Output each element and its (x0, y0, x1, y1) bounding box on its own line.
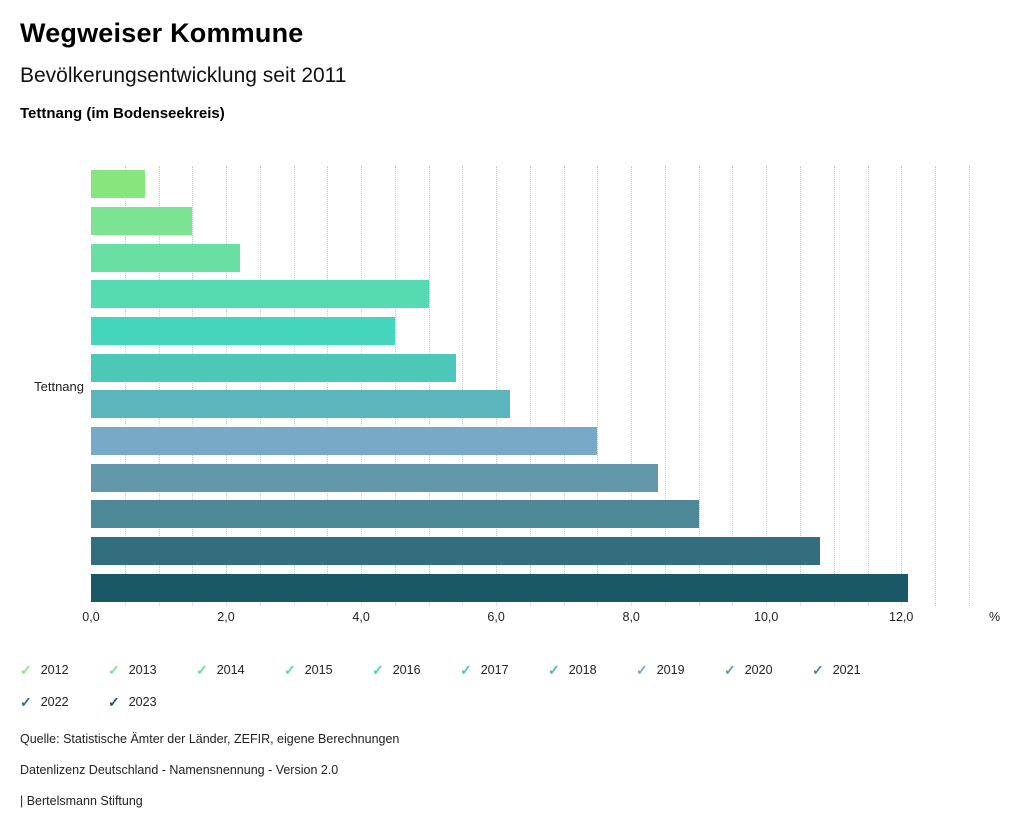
gridline (428, 166, 430, 606)
legend-item-2018[interactable]: ✓ 2018 (548, 654, 636, 686)
legend-item-2012[interactable]: ✓ 2012 (20, 654, 108, 686)
gridline (732, 166, 734, 606)
legend-label: 2017 (480, 663, 509, 677)
gridline (867, 166, 869, 606)
legend-item-2015[interactable]: ✓ 2015 (284, 654, 372, 686)
gridline (226, 166, 227, 606)
bar-2017[interactable] (91, 353, 456, 382)
legend-item-2023[interactable]: ✓ 2023 (108, 686, 196, 718)
gridline (124, 166, 126, 606)
bar-2021[interactable] (91, 500, 699, 529)
legend-item-2013[interactable]: ✓ 2013 (108, 654, 196, 686)
legend-item-2019[interactable]: ✓ 2019 (636, 654, 724, 686)
legend-label: 2014 (216, 663, 245, 677)
x-tick-label: 4,0 (352, 610, 370, 624)
gridline (799, 166, 801, 606)
x-tick-label: 2,0 (217, 610, 235, 624)
check-icon: ✓ (20, 662, 32, 678)
bar-2022[interactable] (91, 537, 821, 565)
footer-license: Datenlizenz Deutschland - Namensnennung … (20, 763, 339, 777)
gridline (293, 166, 295, 606)
chart-subtitle: Bevölkerungsentwicklung seit 2011 (20, 64, 347, 87)
gridline (327, 166, 329, 606)
legend-item-2022[interactable]: ✓ 2022 (20, 686, 108, 718)
gridline (698, 166, 700, 606)
gridline (664, 166, 666, 606)
check-icon: ✓ (812, 662, 824, 678)
check-icon: ✓ (20, 694, 32, 710)
bar-2014[interactable] (91, 243, 240, 272)
x-axis-unit-label: % (989, 610, 1001, 624)
legend-label: 2020 (744, 663, 773, 677)
x-tick-label: 6,0 (487, 610, 505, 624)
legend-label: 2019 (656, 663, 685, 677)
bar-2013[interactable] (91, 207, 193, 235)
plot-area (91, 166, 989, 606)
x-tick-label: 8,0 (622, 610, 640, 624)
gridline (597, 166, 599, 606)
gridline (192, 166, 194, 606)
gridline (766, 166, 768, 606)
bar-2016[interactable] (91, 317, 395, 345)
legend-label: 2023 (128, 695, 157, 709)
x-tick-label: 0,0 (82, 610, 100, 624)
gridline (901, 166, 903, 606)
legend-item-2016[interactable]: ✓ 2016 (372, 654, 460, 686)
x-tick-label: 12,0 (889, 610, 914, 624)
legend-label: 2012 (40, 663, 69, 677)
legend-label: 2016 (392, 663, 421, 677)
gridline (968, 166, 970, 606)
check-icon: ✓ (108, 662, 120, 678)
page-title: Wegweiser Kommune (20, 18, 304, 48)
bar-2018[interactable] (91, 390, 510, 419)
check-icon: ✓ (460, 662, 472, 678)
gridline (361, 166, 363, 606)
gridline (529, 166, 531, 606)
gridline (158, 166, 160, 606)
bar-2019[interactable] (91, 427, 598, 455)
x-axis: 0,0 2,0 4,0 6,0 8,0 10,0 12,0% (82, 610, 1021, 628)
gridline (496, 166, 498, 606)
legend-item-2020[interactable]: ✓ 2020 (724, 654, 812, 686)
footer-source: Quelle: Statistische Ämter der Länder, Z… (20, 732, 400, 746)
legend: ✓ 2012 ✓ 2013 ✓ 2014 ✓ 2015 ✓ 2016 ✓ 2017 ✓ 2018 ✓ 2019… (20, 654, 940, 718)
bar-2023[interactable] (91, 573, 908, 602)
legend-item-2017[interactable]: ✓ 2017 (460, 654, 548, 686)
legend-label: 2015 (304, 663, 333, 677)
y-axis-category-label: Tettnang (34, 378, 84, 394)
bar-2012[interactable] (91, 170, 145, 199)
gridline (462, 166, 464, 606)
legend-label: 2021 (832, 663, 861, 677)
bar-2020[interactable] (91, 463, 659, 492)
gridline (259, 166, 261, 606)
gridline (394, 166, 396, 606)
gridline (563, 166, 565, 606)
legend-label: 2013 (128, 663, 157, 677)
gridline (631, 166, 633, 606)
check-icon: ✓ (636, 662, 648, 678)
bar-2015[interactable] (91, 280, 429, 309)
legend-item-2021[interactable]: ✓ 2021 (812, 654, 900, 686)
legend-label: 2018 (568, 663, 597, 677)
x-tick-label: 10,0 (754, 610, 779, 624)
legend-item-2014[interactable]: ✓ 2014 (196, 654, 284, 686)
region-label: Tettnang (im Bodenseekreis) (20, 105, 225, 122)
gridline (935, 166, 936, 606)
check-icon: ✓ (372, 662, 384, 678)
check-icon: ✓ (196, 662, 208, 678)
legend-label: 2022 (40, 695, 69, 709)
check-icon: ✓ (724, 662, 736, 678)
check-icon: ✓ (548, 662, 560, 678)
footer-attribution: | Bertelsmann Stiftung (20, 794, 143, 808)
gridline (833, 166, 835, 606)
check-icon: ✓ (108, 694, 120, 710)
check-icon: ✓ (284, 662, 296, 678)
